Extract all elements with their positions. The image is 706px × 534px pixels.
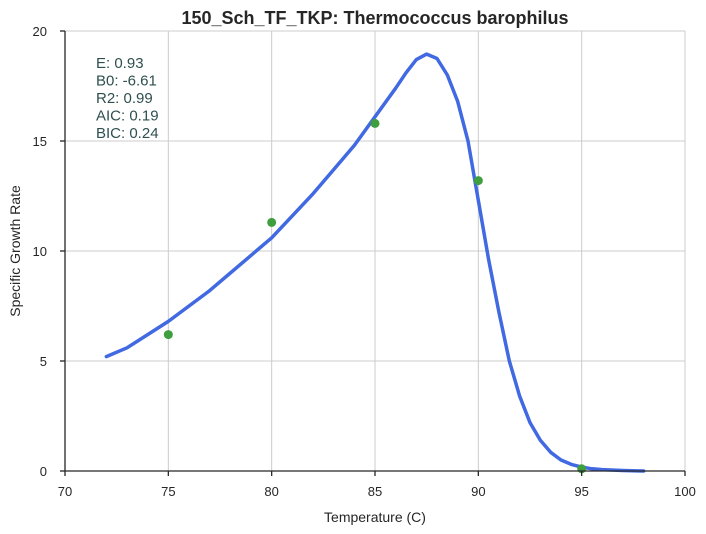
y-tick-label: 0 (40, 464, 47, 479)
x-tick-label: 85 (368, 484, 382, 499)
y-axis-label: Specific Growth Rate (7, 185, 23, 317)
x-tick-label: 80 (264, 484, 278, 499)
fit-stat-line: R2: 0.99 (96, 90, 153, 107)
y-tick-label: 10 (33, 244, 47, 259)
fit-stat-line: B0: -6.61 (96, 73, 157, 90)
y-tick-label: 15 (33, 134, 47, 149)
fit-stat-line: E: 0.93 (96, 55, 144, 72)
x-tick-label: 70 (58, 484, 72, 499)
tick-labels: 70 75 80 85 90 95 100 0 5 10 15 20 (33, 24, 696, 499)
series-layer (104, 52, 646, 474)
data-point (473, 176, 483, 186)
x-axis-label: Temperature (C) (324, 509, 426, 525)
x-tick-label: 95 (574, 484, 588, 499)
data-point (163, 330, 173, 340)
fit-curve (104, 52, 646, 473)
y-tick-label: 20 (33, 24, 47, 39)
data-point (370, 118, 380, 128)
y-tick-label: 5 (40, 354, 47, 369)
fit-stat-line: AIC: 0.19 (96, 108, 159, 125)
x-tick-label: 90 (471, 484, 485, 499)
fit-stat-line: BIC: 0.24 (96, 125, 159, 142)
x-tick-label: 75 (161, 484, 175, 499)
x-tick-label: 100 (674, 484, 696, 499)
gridlines (65, 30, 686, 471)
data-point (267, 217, 277, 227)
chart-title: 150_Sch_TF_TKP: Thermococcus barophilus (181, 8, 568, 28)
